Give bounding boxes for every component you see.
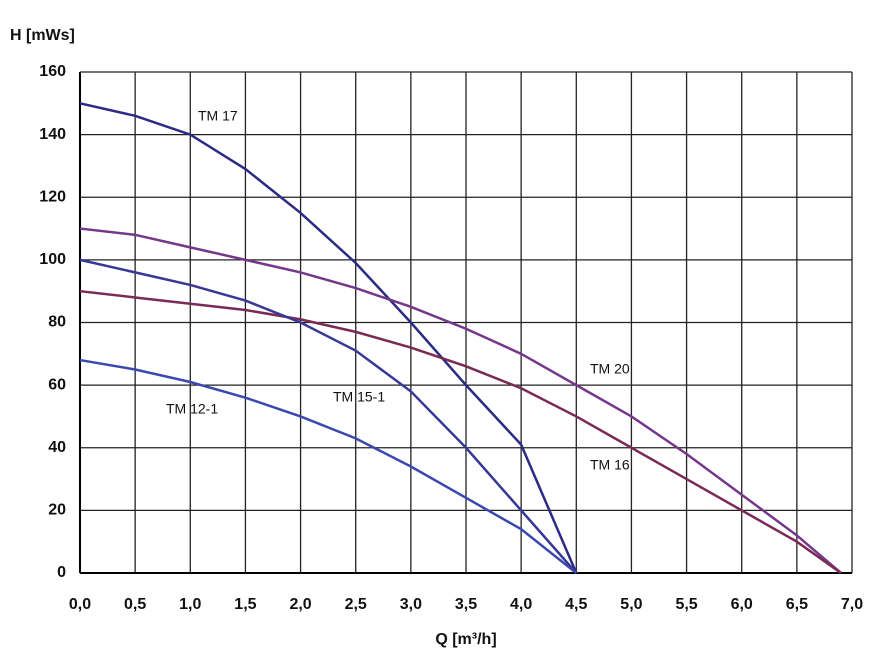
series-label: TM 20 <box>590 361 630 377</box>
x-tick-label: 6,5 <box>786 596 808 613</box>
x-tick-label: 0,0 <box>69 596 91 613</box>
y-tick-label: 0 <box>57 564 66 581</box>
y-tick-label: 20 <box>48 502 66 519</box>
y-tick-label: 100 <box>39 251 66 268</box>
x-tick-label: 3,0 <box>400 596 422 613</box>
x-tick-label: 5,5 <box>675 596 697 613</box>
x-tick-label: 1,5 <box>234 596 256 613</box>
series-line <box>79 102 578 574</box>
y-axis-title: H [mWs] <box>10 27 75 44</box>
x-tick-label: 4,0 <box>510 596 532 613</box>
series-label: TM 16 <box>590 457 630 473</box>
series-line <box>79 358 578 574</box>
series-line <box>79 258 578 574</box>
series-label: TM 17 <box>198 108 238 124</box>
x-tick-label: 5,0 <box>620 596 642 613</box>
x-axis-title: Q [m³/h] <box>435 631 496 648</box>
x-tick-label: 6,0 <box>731 596 753 613</box>
x-tick-label: 2,0 <box>289 596 311 613</box>
y-tick-label: 160 <box>39 63 66 80</box>
y-tick-label: 140 <box>39 126 66 143</box>
series-label: TM 12-1 <box>166 401 218 417</box>
y-tick-label: 120 <box>39 188 66 205</box>
series-line <box>79 227 842 574</box>
series-line <box>79 289 842 575</box>
y-tick-label: 40 <box>48 439 66 456</box>
y-tick-label: 60 <box>48 376 66 393</box>
series-label: TM 15-1 <box>333 389 385 405</box>
x-tick-label: 4,5 <box>565 596 587 613</box>
y-tick-label: 80 <box>48 314 66 331</box>
x-tick-label: 3,5 <box>455 596 477 613</box>
x-tick-label: 1,0 <box>179 596 201 613</box>
x-tick-label: 0,5 <box>124 596 146 613</box>
x-tick-label: 7,0 <box>841 596 863 613</box>
x-tick-label: 2,5 <box>345 596 367 613</box>
